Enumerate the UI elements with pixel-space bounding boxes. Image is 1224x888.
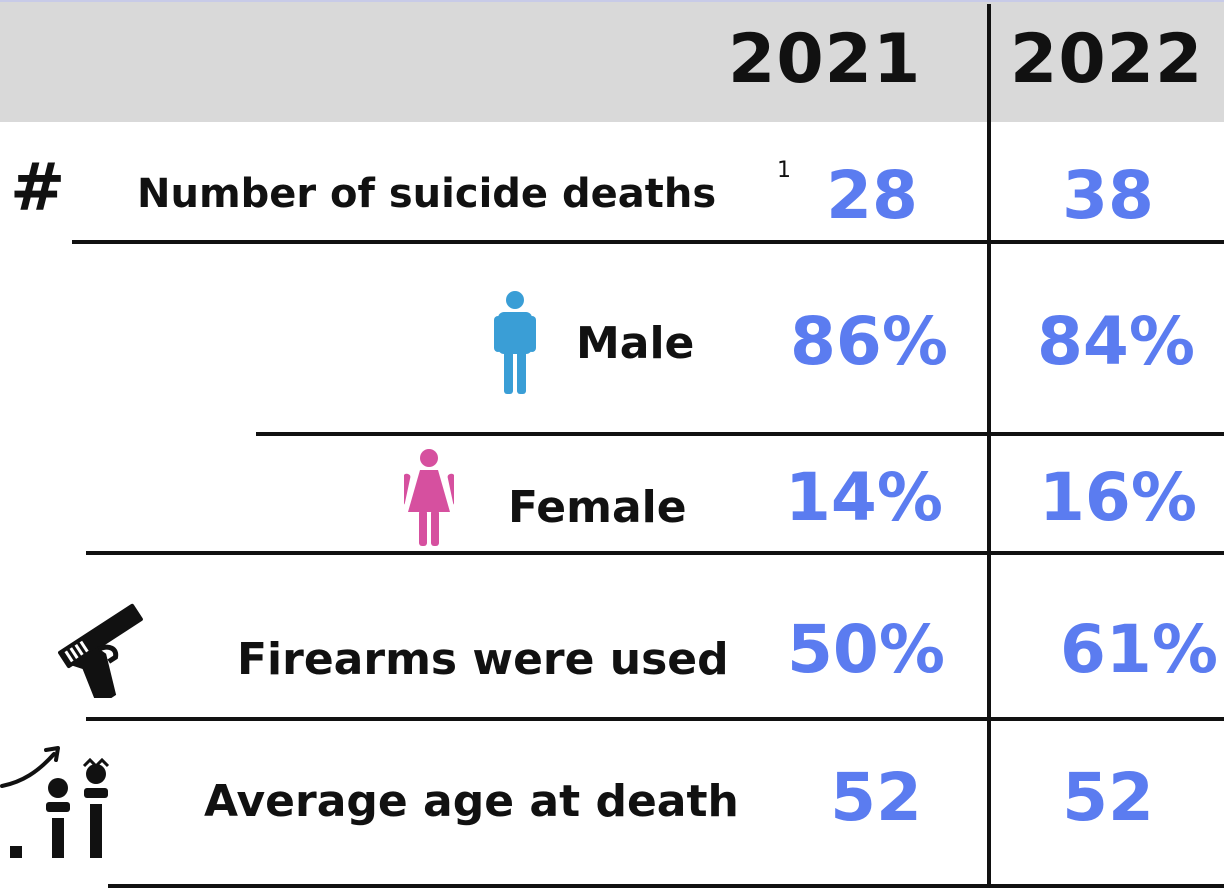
row-label-male: Male bbox=[576, 318, 695, 369]
male-person-icon bbox=[494, 291, 536, 394]
value-age-2021: 52 bbox=[830, 759, 922, 836]
row-divider-5 bbox=[108, 884, 1224, 888]
value-male-2021: 86% bbox=[790, 303, 948, 380]
female-person-icon bbox=[404, 449, 454, 546]
value-firearms-2021: 50% bbox=[787, 611, 945, 688]
age-growth-icon bbox=[0, 746, 110, 858]
row-divider-1 bbox=[72, 240, 1224, 244]
value-female-2021: 14% bbox=[785, 459, 943, 536]
value-age-2022: 52 bbox=[1062, 759, 1154, 836]
row-label-firearms: Firearms were used bbox=[237, 634, 729, 685]
column-header-2021: 2021 bbox=[728, 20, 922, 99]
column-header-2022: 2022 bbox=[1010, 20, 1204, 99]
row-label-age: Average age at death bbox=[204, 776, 739, 827]
handgun-icon bbox=[58, 603, 143, 698]
row-divider-2 bbox=[256, 432, 1224, 436]
column-divider bbox=[987, 4, 991, 888]
row-label-deaths: Number of suicide deaths bbox=[137, 171, 717, 217]
value-male-2022: 84% bbox=[1037, 303, 1195, 380]
value-deaths-2021: 28 bbox=[826, 157, 918, 234]
header-band bbox=[0, 0, 1224, 122]
value-female-2022: 16% bbox=[1039, 459, 1197, 536]
value-deaths-2022: 38 bbox=[1062, 157, 1154, 234]
row-divider-3 bbox=[86, 551, 1224, 555]
row-label-female: Female bbox=[508, 482, 687, 533]
row-divider-4 bbox=[86, 717, 1224, 721]
value-firearms-2022: 61% bbox=[1060, 611, 1218, 688]
footnote-marker: 1 bbox=[777, 158, 791, 183]
hash-icon: # bbox=[10, 149, 66, 226]
